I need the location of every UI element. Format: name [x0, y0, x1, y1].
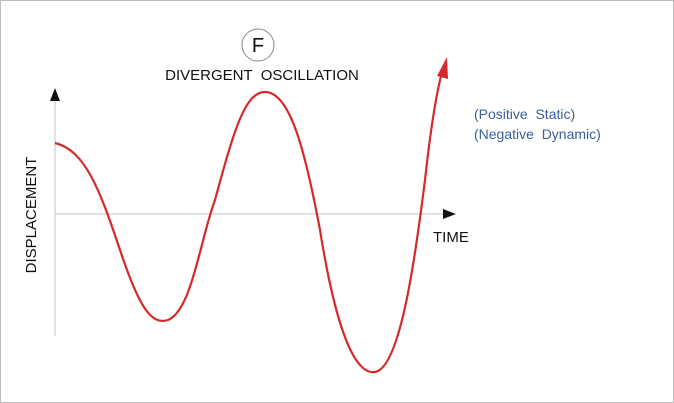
note: (Negative Dynamic) [474, 126, 601, 142]
x-axis-arrow [443, 209, 456, 219]
y-axis-arrow [50, 88, 60, 101]
oscillation-curve [54, 71, 444, 374]
x-axis-label: TIME [433, 229, 469, 246]
y-axis-label: DISPLACEMENT [23, 157, 40, 274]
badge-label: F [252, 35, 264, 57]
curve-arrow [437, 57, 448, 79]
diagram-title: DIVERGENT OSCILLATION [165, 67, 359, 84]
note: (Positive Static) [474, 106, 575, 122]
badge-circle [241, 28, 275, 62]
